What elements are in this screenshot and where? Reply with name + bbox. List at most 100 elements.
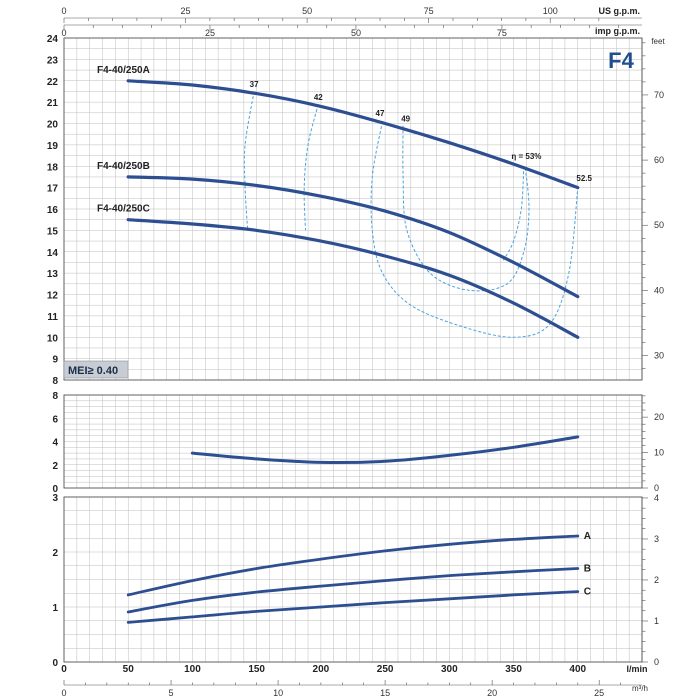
m3h-tick-label: 10 [273,688,283,698]
feet-unit: feet [651,37,665,46]
head-m-tick-label: 18 [47,162,59,173]
efficiency-label: 37 [250,80,259,89]
head-m-tick-label: 15 [47,226,59,237]
power-hp-tick-label: 4 [654,493,659,503]
axis-labels: F4-40/250AF4-40/250BF4-40/250CABC3742474… [47,6,664,698]
head-m-tick-label: 9 [52,355,58,366]
series-label: F4-40/250B [97,161,150,172]
head-m-tick-label: 24 [47,34,59,45]
performance-curves [126,79,580,624]
grid-lines [63,37,643,663]
power-left-tick-label: 1 [52,603,58,614]
efficiency-contour [243,91,255,231]
us-gpm-tick-label: 25 [181,6,191,16]
head-m-tick-label: 10 [47,333,59,344]
us-gpm-tick-label: 100 [543,6,558,16]
npsh-m-tick-label: 4 [52,438,58,449]
mei-badge-background [63,360,129,379]
model-title: F4 [608,48,634,73]
series-label: C [584,587,591,598]
us-gpm-unit: US g.p.m. [598,6,640,16]
series-line-power [126,534,580,597]
power-hp-tick-label: 3 [654,534,659,544]
m3h-unit: m³/h [632,684,648,693]
efficiency-contours [243,91,579,338]
lmin-unit: l/min [626,664,647,674]
m3h-tick-label: 20 [487,688,497,698]
npsh-m-tick-label: 2 [52,461,58,472]
head-m-tick-label: 19 [47,141,59,152]
lmin-tick-label: 100 [184,664,201,675]
series-label: F4-40/250A [97,65,150,76]
head-m-tick-label: 11 [47,312,58,323]
power-left-tick-label: 3 [52,493,58,504]
npsh-ft-tick-label: 20 [654,412,664,422]
head-m-tick-label: 8 [52,376,58,387]
head-ft-tick-label: 70 [654,90,664,100]
power-hp-tick-label: 1 [654,616,659,626]
mei-badge-text: MEI≥ 0.40 [68,365,118,377]
lmin-tick-label: 200 [313,664,330,675]
imp-gpm-tick-label: 75 [497,28,507,38]
head-m-tick-label: 13 [47,269,59,280]
head-ft-tick-label: 50 [654,220,664,230]
series-label: F4-40/250C [97,204,150,215]
series-line-head [126,175,580,299]
m3h-tick-label: 5 [169,688,174,698]
lmin-tick-label: 150 [248,664,265,675]
npsh-ft-tick-label: 0 [654,483,659,493]
imp-gpm-tick-label: 0 [61,28,66,38]
us-gpm-tick-label: 75 [424,6,434,16]
efficiency-label: η = 53% [511,152,541,161]
npsh-m-tick-label: 8 [52,391,58,402]
efficiency-contour [303,104,319,231]
m3h-tick-label: 0 [61,688,66,698]
imp-gpm-tick-label: 50 [351,28,361,38]
head-m-tick-label: 20 [47,120,59,131]
series-line-head [126,218,580,339]
series-line-npsh [190,435,580,465]
head-m-tick-label: 17 [47,184,59,195]
efficiency-label: 47 [376,109,385,118]
series-label: A [584,531,591,542]
lmin-tick-label: 400 [569,664,586,675]
head-m-tick-label: 23 [47,55,59,66]
head-ft-tick-label: 60 [654,155,664,165]
power-left-tick-label: 0 [52,658,58,669]
efficiency-contour [370,121,579,338]
series-line-power [126,567,580,614]
efficiency-label: 52.5 [576,174,592,183]
us-gpm-tick-label: 0 [61,6,66,16]
lmin-tick-label: 250 [377,664,394,675]
mei-badge: MEI≥ 0.40 [63,360,129,379]
head-ft-tick-label: 30 [654,351,664,361]
head-m-tick-label: 22 [47,77,59,88]
head-m-tick-label: 16 [47,205,59,216]
head-m-tick-label: 21 [47,98,59,109]
efficiency-contour [402,125,530,292]
series-line-power [126,590,580,624]
lmin-tick-label: 0 [61,664,67,675]
imp-gpm-tick-label: 25 [205,28,215,38]
efficiency-label: 42 [314,93,323,102]
lmin-tick-label: 50 [123,664,135,675]
npsh-m-tick-label: 0 [52,484,58,495]
head-m-tick-label: 12 [47,291,59,302]
m3h-tick-label: 15 [380,688,390,698]
head-ft-tick-label: 40 [654,285,664,295]
npsh-m-tick-label: 6 [52,414,58,425]
head-m-tick-label: 14 [47,248,59,259]
power-hp-tick-label: 0 [654,657,659,667]
power-hp-tick-label: 2 [654,575,659,585]
m3h-tick-label: 25 [594,688,604,698]
us-gpm-tick-label: 50 [302,6,312,16]
efficiency-label: 49 [401,114,410,123]
efficiency-contour [502,166,525,261]
npsh-ft-tick-label: 10 [654,448,664,458]
lmin-tick-label: 350 [505,664,522,675]
lmin-tick-label: 300 [441,664,458,675]
power-left-tick-label: 2 [52,548,58,559]
imp-gpm-unit: imp g.p.m. [595,26,640,36]
series-label: B [584,564,591,575]
